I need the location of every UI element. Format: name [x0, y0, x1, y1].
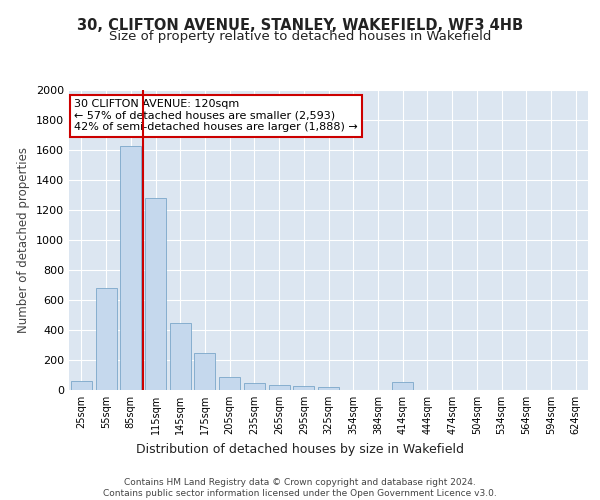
Bar: [170, 322, 191, 390]
Bar: [95, 288, 116, 390]
Y-axis label: Number of detached properties: Number of detached properties: [17, 147, 31, 333]
Bar: [392, 382, 413, 390]
Text: Size of property relative to detached houses in Wakefield: Size of property relative to detached ho…: [109, 30, 491, 43]
Bar: [71, 381, 92, 390]
Text: Distribution of detached houses by size in Wakefield: Distribution of detached houses by size …: [136, 442, 464, 456]
Text: 30 CLIFTON AVENUE: 120sqm
← 57% of detached houses are smaller (2,593)
42% of se: 30 CLIFTON AVENUE: 120sqm ← 57% of detac…: [74, 99, 358, 132]
Bar: [219, 376, 240, 390]
Bar: [194, 352, 215, 390]
Bar: [244, 382, 265, 390]
Bar: [318, 387, 339, 390]
Bar: [269, 385, 290, 390]
Text: 30, CLIFTON AVENUE, STANLEY, WAKEFIELD, WF3 4HB: 30, CLIFTON AVENUE, STANLEY, WAKEFIELD, …: [77, 18, 523, 32]
Text: Contains HM Land Registry data © Crown copyright and database right 2024.
Contai: Contains HM Land Registry data © Crown c…: [103, 478, 497, 498]
Bar: [120, 146, 141, 390]
Bar: [293, 386, 314, 390]
Bar: [145, 198, 166, 390]
